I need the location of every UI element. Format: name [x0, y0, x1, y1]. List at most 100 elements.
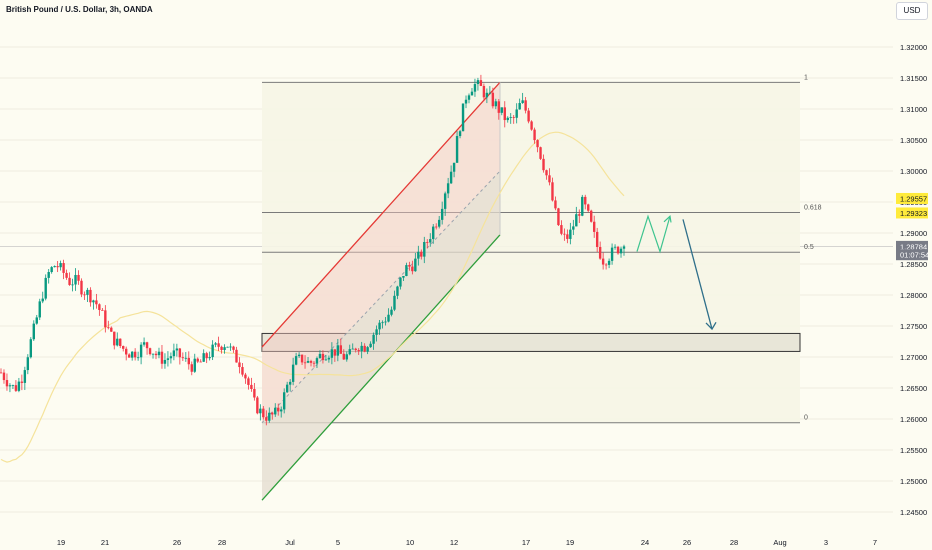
candle-body — [408, 265, 411, 267]
candle-body — [470, 91, 474, 96]
candle-body — [500, 107, 503, 113]
candle-body — [35, 317, 38, 324]
candle-body — [282, 392, 286, 410]
candle-body — [455, 136, 459, 163]
candle-body — [232, 346, 235, 350]
candle-body — [244, 374, 247, 379]
price-tag-label: 1.29557 — [900, 194, 927, 203]
candle-body — [151, 353, 155, 355]
candle-body — [86, 289, 89, 295]
candle-body — [11, 385, 15, 386]
candle-body — [482, 85, 486, 98]
fib-level-label: 0.5 — [804, 244, 814, 251]
price-tick-label: 1.26000 — [900, 415, 927, 424]
fib-level-label: 1 — [804, 74, 808, 81]
candle-body — [62, 263, 65, 273]
candle-body — [527, 110, 530, 122]
candle-body — [420, 251, 423, 257]
candle-body — [202, 353, 205, 362]
candle-body — [396, 286, 399, 296]
price-tick-label: 1.28000 — [900, 291, 927, 300]
candle-body — [417, 251, 420, 259]
candle-body — [423, 241, 426, 257]
moving-average-line — [0, 131, 625, 463]
candle-body — [0, 372, 3, 374]
price-tick-label: 1.30500 — [900, 136, 927, 145]
candle-body — [199, 361, 202, 363]
candle-body — [616, 246, 620, 254]
channel-lower-fill — [262, 171, 500, 501]
candle-body — [241, 367, 244, 375]
price-tick-label: 1.24500 — [900, 508, 927, 517]
candle-body — [71, 284, 74, 286]
candle-body — [306, 360, 310, 363]
candle-body — [619, 248, 623, 254]
candle-body — [166, 358, 170, 360]
projection-zigzag — [636, 214, 671, 254]
candle-body — [262, 408, 265, 418]
candle-body — [20, 381, 24, 383]
price-tag-label: 01:07:54 — [900, 251, 929, 260]
time-tick-label: 5 — [336, 538, 340, 547]
candle-body — [154, 353, 158, 356]
candle-body — [390, 309, 393, 315]
candle-body — [136, 357, 140, 359]
candle-body — [277, 407, 280, 412]
candle-body — [533, 129, 536, 141]
candle-body — [160, 351, 164, 364]
candle-body — [595, 231, 599, 248]
candle-body — [351, 348, 354, 350]
candle-body — [446, 183, 450, 194]
candle-body — [211, 344, 214, 358]
candle-body — [193, 358, 196, 372]
candle-body — [464, 99, 468, 104]
candle-body — [130, 351, 134, 358]
price-tick-label: 1.25500 — [900, 446, 927, 455]
candle-body — [38, 301, 41, 318]
candle-body — [101, 309, 104, 311]
candle-body — [327, 357, 331, 360]
moving-average — [0, 131, 625, 463]
candle-body — [536, 140, 539, 148]
candle-body — [312, 362, 316, 364]
candle-body — [41, 298, 44, 302]
candle-body — [95, 300, 98, 305]
candle-body — [476, 80, 480, 85]
candle-body — [148, 348, 152, 355]
candle-body — [47, 272, 50, 278]
candle-body — [429, 239, 432, 243]
candle-body — [14, 385, 18, 391]
candle-body — [288, 381, 292, 385]
projection-down-arrowhead — [705, 321, 717, 331]
candle-body — [187, 357, 190, 365]
candle-body — [435, 226, 438, 228]
candle-body — [294, 356, 298, 365]
candle-body — [172, 350, 176, 357]
candle-body — [449, 171, 453, 184]
candle-body — [107, 327, 110, 329]
candle-body — [515, 109, 518, 118]
time-tick-label: 3 — [824, 538, 828, 547]
price-tag-bg — [896, 240, 928, 252]
candle-body — [563, 233, 566, 235]
price-tick-label: 1.25000 — [900, 477, 927, 486]
price-tick-label: 1.27500 — [900, 322, 927, 331]
candle-body — [133, 351, 137, 358]
candle-body — [387, 314, 390, 322]
candle-body — [196, 358, 199, 362]
candle-body — [339, 345, 343, 354]
candle-body — [98, 304, 101, 310]
candle-body — [104, 310, 107, 328]
candle-body — [581, 196, 584, 216]
candle-body — [512, 117, 515, 119]
candle-body — [372, 334, 375, 344]
price-tick-label: 1.32000 — [900, 43, 927, 52]
candle-body — [503, 107, 506, 121]
candle-body — [598, 247, 602, 259]
candle-body — [250, 384, 253, 389]
candle-body — [175, 348, 179, 351]
currency-button[interactable]: USD — [896, 2, 928, 20]
candle-body — [521, 100, 524, 104]
price-tick-label: 1.29000 — [900, 229, 927, 238]
